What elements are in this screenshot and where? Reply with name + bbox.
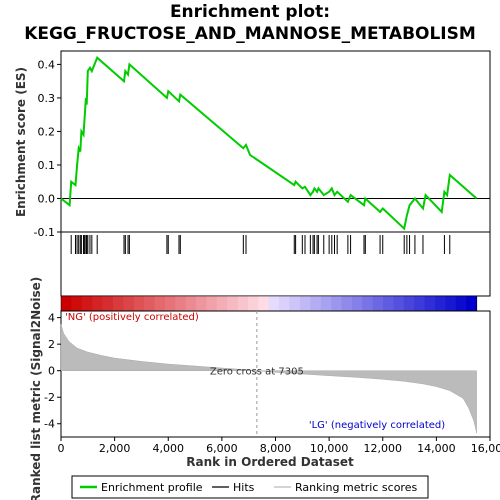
color-bar-segment: [351, 296, 363, 311]
metric-xtick-label: 16,000: [471, 442, 500, 455]
color-bar-segment: [414, 296, 426, 311]
color-bar-segment: [216, 296, 228, 311]
es-ytick-label: 0.3: [38, 92, 56, 105]
color-bar-segment: [92, 296, 104, 311]
title-line-2: KEGG_FRUCTOSE_AND_MANNOSE_METABOLISM: [24, 24, 476, 44]
legend-label: Ranking metric scores: [295, 481, 417, 494]
hits-panel: [60, 231, 491, 297]
color-bar-segment: [185, 296, 197, 311]
color-bar-segment: [81, 296, 93, 311]
color-bar-segment: [123, 296, 135, 311]
es-ytick-label: 0.4: [38, 58, 56, 71]
color-bar-segment: [164, 296, 176, 311]
metric-ytick-label: 0: [48, 365, 55, 378]
positive-label: 'NG' (positively correlated): [65, 312, 199, 323]
legend-box: [71, 475, 429, 499]
color-bar-segment: [466, 296, 478, 311]
negative-label: 'LG' (negatively correlated): [309, 420, 445, 431]
color-bar-segment: [320, 296, 332, 311]
color-bar-segment: [258, 296, 270, 311]
color-bar-segment: [424, 296, 436, 311]
es-ylabel: Enrichment score (ES): [14, 67, 28, 217]
color-bar-segment: [279, 296, 291, 311]
metric-ytick-label: -2: [44, 391, 55, 404]
es-ytick-label: -0.1: [34, 226, 55, 239]
metric-xtick-label: 10,000: [310, 442, 349, 455]
color-bar-segment: [383, 296, 394, 311]
color-bar-segment: [435, 296, 446, 311]
color-bar-segment: [455, 296, 467, 311]
title-line-1: Enrichment plot:: [170, 2, 330, 22]
metric-xtick-label: 2,000: [99, 442, 131, 455]
es-curve: [60, 56, 478, 231]
ranked-metric-panel: Zero cross at 7305 'NG' (positively corre…: [44, 310, 500, 455]
color-bar-segment: [268, 296, 280, 311]
color-bar-segment: [206, 296, 218, 311]
color-bar-segment: [196, 296, 207, 311]
metric-xtick-label: 14,000: [417, 442, 456, 455]
metric-ytick-label: 2: [48, 338, 55, 351]
metric-xtick-label: 0: [58, 442, 65, 455]
color-bar-segment: [102, 296, 114, 311]
color-bar-segment: [175, 296, 187, 311]
es-ytick-label: 0.2: [38, 125, 56, 138]
color-bar-segment: [133, 296, 145, 311]
color-bar-segment: [403, 296, 415, 311]
color-bar-segment: [372, 296, 384, 311]
color-bar-segment: [71, 296, 83, 311]
color-bar-segment: [393, 296, 405, 311]
metric-xlabel: Rank in Ordered Dataset: [186, 455, 354, 469]
metric-xtick-label: 6,000: [206, 442, 238, 455]
color-bar-segment: [445, 296, 457, 311]
color-bar-segment: [289, 296, 301, 311]
color-bar-segment: [310, 296, 322, 311]
color-bar-segment: [362, 296, 374, 311]
color-bar-segment: [299, 296, 311, 311]
es-ytick-label: 0.1: [38, 159, 56, 172]
color-bar-segment: [341, 296, 353, 311]
metric-ytick-label: -4: [44, 418, 55, 431]
zero-cross-label: Zero cross at 7305: [210, 367, 304, 378]
es-panel: -0.1 0.0 0.1 0.2 0.3 0.4: [34, 50, 491, 239]
metric-area: [60, 324, 477, 434]
color-bar-segment: [61, 296, 72, 311]
color-bar-segment: [331, 296, 343, 311]
legend: Enrichment profile Hits Ranking metric sco…: [71, 475, 429, 499]
color-bar-segment: [144, 296, 156, 311]
es-ytick-label: 0.0: [38, 192, 56, 205]
color-bar-segment: [227, 296, 239, 311]
color-bar-segment: [154, 296, 166, 311]
color-bar-segment: [248, 296, 259, 311]
color-bar-segment: [237, 296, 249, 311]
metric-xtick-label: 8,000: [260, 442, 292, 455]
metric-ylabel: Ranked list metric (Signal2Noise): [29, 277, 43, 500]
legend-label: Hits: [233, 481, 255, 494]
color-bar-segment: [112, 296, 124, 311]
metric-ytick-label: 4: [48, 312, 55, 325]
rank-color-bar: [60, 295, 478, 312]
legend-label: Enrichment profile: [101, 481, 203, 494]
metric-xtick-label: 4,000: [153, 442, 185, 455]
hits-frame: [60, 231, 491, 297]
metric-xtick-label: 12,000: [364, 442, 403, 455]
